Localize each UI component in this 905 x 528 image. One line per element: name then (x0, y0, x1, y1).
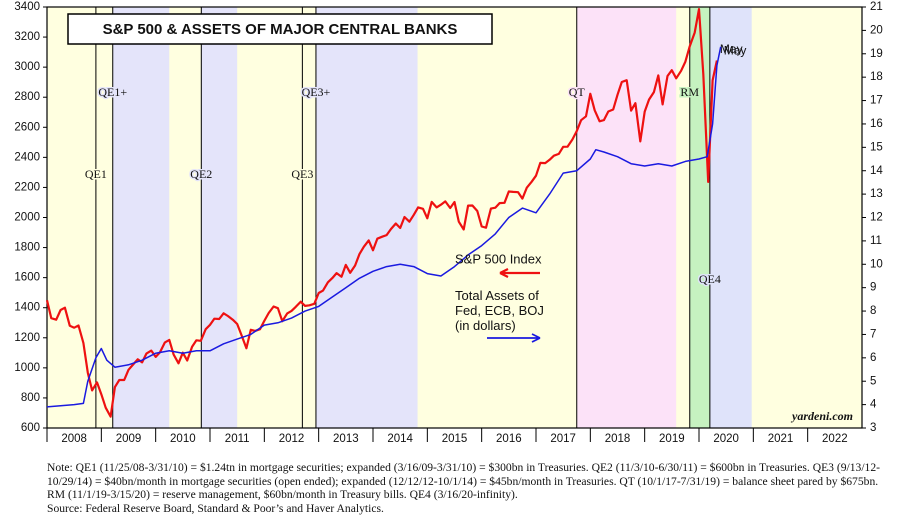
y-tick-label: 1800 (14, 242, 40, 254)
series-line (45, 8, 718, 418)
y2-tick-label: 20 (870, 24, 883, 36)
y2-tick-label: 4 (870, 399, 877, 411)
legend-entry: S&P 500 Index (455, 251, 542, 266)
legend-entry: Total Assets of Fed, ECB, BOJ (in dollar… (455, 288, 544, 333)
y-tick-label: 2200 (14, 181, 40, 193)
period-shade (315, 7, 418, 428)
y2-tick-label: 15 (870, 141, 883, 153)
x-tick-label: 2013 (333, 433, 359, 445)
y2-tick-label: 17 (870, 95, 883, 107)
x-tick-label: 2012 (279, 433, 305, 445)
x-tick-label: 2020 (713, 433, 739, 445)
period-shade (112, 7, 170, 428)
watermark: yardeni.com (790, 409, 853, 423)
period-shade (689, 7, 710, 428)
y-tick-label: 3200 (14, 31, 40, 43)
x-tick-label: 2015 (442, 433, 468, 445)
y2-tick-label: 12 (870, 212, 883, 224)
footnote: Note: QE1 (11/25/08-3/31/10) = $1.24tn i… (47, 461, 897, 515)
period-label: QE3+ (302, 85, 331, 99)
period-label: QE2 (190, 167, 212, 181)
y2-tick-label: 16 (870, 118, 883, 130)
y-tick-label: 1400 (14, 302, 40, 314)
y-tick-label: 800 (21, 392, 40, 404)
period-label: QE4 (699, 272, 721, 286)
plot-frame (46, 6, 863, 429)
x-tick-label: 2016 (496, 433, 522, 445)
period-shade (201, 7, 238, 428)
period-label: QE3 (291, 167, 313, 181)
x-tick-label: 2017 (550, 433, 576, 445)
x-tick-label: 2022 (822, 433, 848, 445)
y2-tick-label: 6 (870, 352, 876, 364)
period-label: QT (569, 85, 586, 99)
source: Source: Federal Reserve Board, Standard … (47, 501, 384, 515)
x-tick-label: 2014 (387, 433, 413, 445)
y-tick-label: 600 (21, 422, 40, 434)
end-label: May (724, 44, 747, 58)
y2-tick-label: 13 (870, 188, 883, 200)
x-tick-label: 2010 (170, 433, 196, 445)
legend-arrow (499, 268, 540, 278)
x-tick-label: 2009 (116, 433, 142, 445)
y2-tick-label: 10 (870, 258, 883, 270)
period-label: RM (680, 85, 699, 99)
y-tick-label: 2800 (14, 91, 40, 103)
series-line (46, 46, 722, 408)
y2-tick-label: 9 (870, 282, 876, 294)
period-label: QE1+ (98, 85, 127, 99)
note: Note: QE1 (11/25/08-3/31/10) = $1.24tn i… (47, 461, 881, 501)
y2-tick-label: 21 (870, 1, 883, 13)
legend-arrow (487, 333, 541, 343)
y-tick-label: 2600 (14, 121, 40, 133)
y-tick-label: 1200 (14, 332, 40, 344)
y2-tick-label: 11 (870, 235, 882, 247)
y-tick-label: 2400 (14, 151, 40, 163)
y-tick-label: 1000 (14, 362, 40, 374)
y2-tick-label: 8 (870, 305, 876, 317)
y-tick-label: 3400 (14, 1, 40, 13)
period-label: QE1 (85, 167, 107, 181)
x-tick-label: 2018 (605, 433, 631, 445)
period-shade (576, 7, 677, 428)
y2-tick-label: 19 (870, 48, 883, 60)
y2-tick-label: 14 (870, 165, 883, 177)
x-tick-label: 2011 (225, 433, 250, 445)
x-tick-label: 2008 (61, 433, 87, 445)
title-box (67, 13, 493, 45)
y-tick-label: 3000 (14, 61, 40, 73)
period-shade (709, 7, 752, 428)
y2-tick-label: 7 (870, 328, 876, 340)
y2-tick-label: 18 (870, 71, 883, 83)
y-tick-label: 1600 (14, 272, 40, 284)
chart-title: S&P 500 & ASSETS OF MAJOR CENTRAL BANKS (103, 21, 458, 38)
y2-tick-label: 3 (870, 422, 876, 434)
end-label: May (720, 42, 743, 56)
x-tick-label: 2019 (659, 433, 685, 445)
x-tick-label: 2021 (768, 433, 794, 445)
y-tick-label: 2000 (14, 212, 40, 224)
y2-tick-label: 5 (870, 375, 876, 387)
